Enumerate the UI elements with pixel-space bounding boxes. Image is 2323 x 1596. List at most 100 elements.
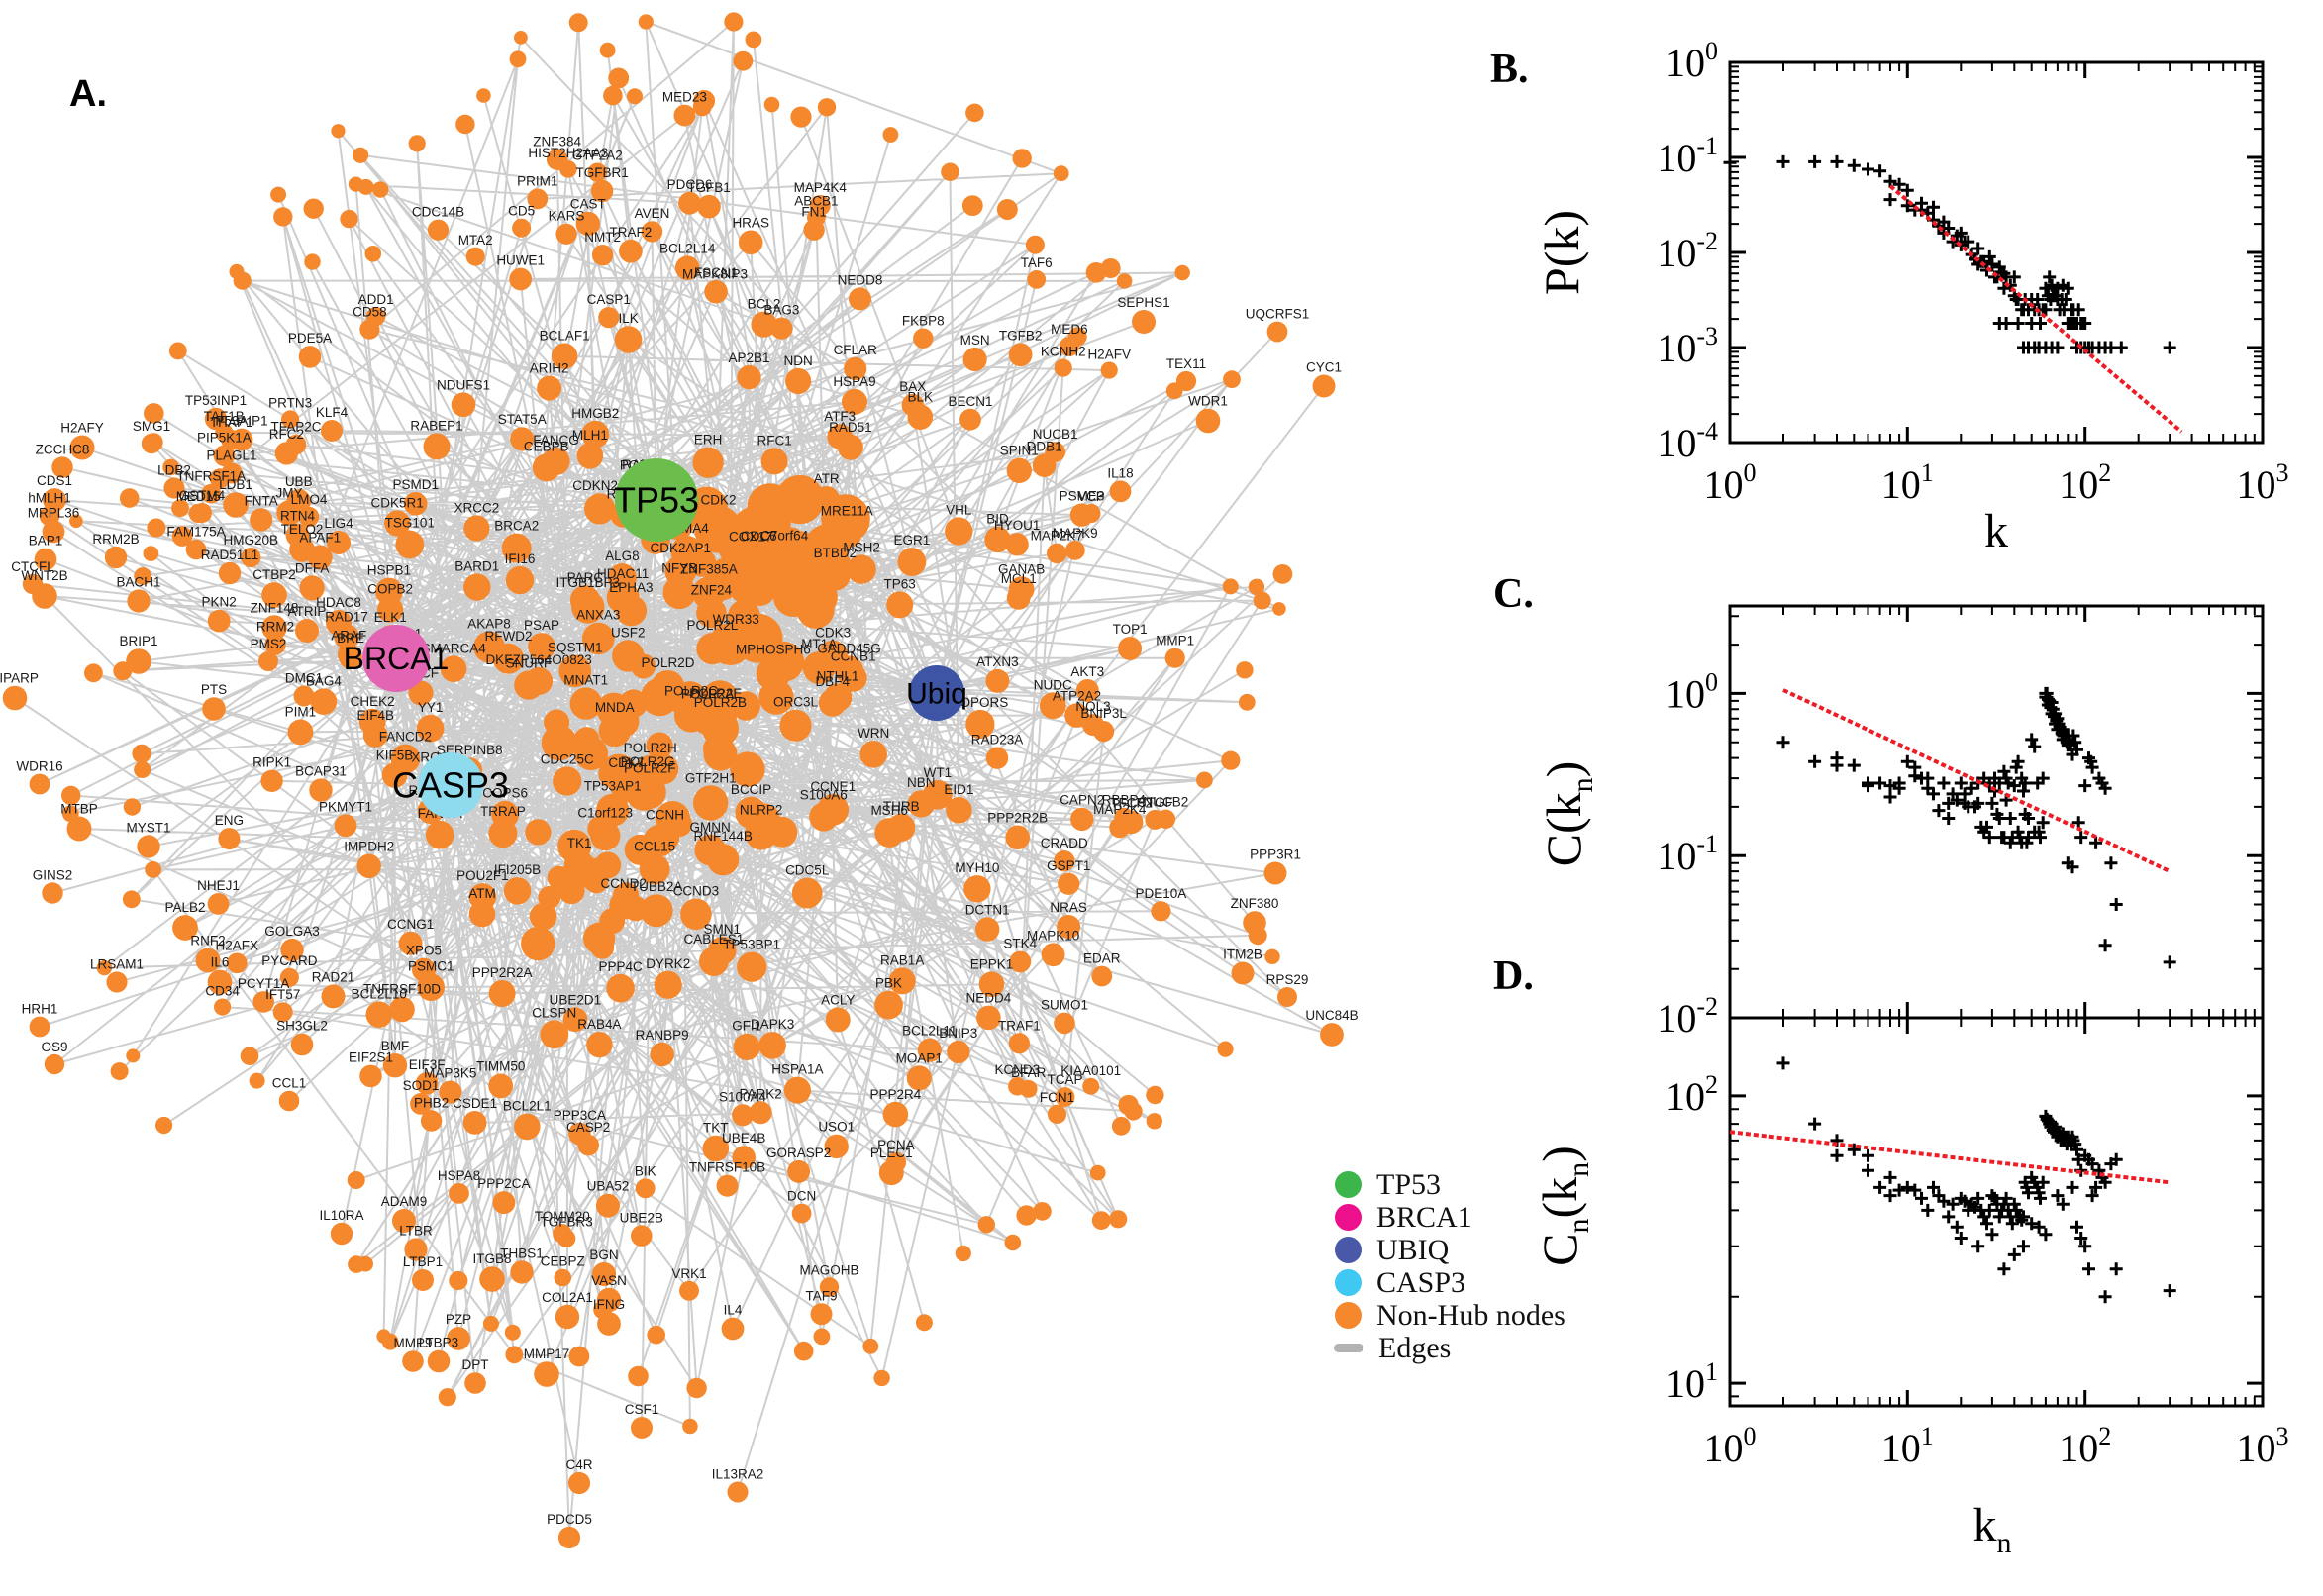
network-node: [439, 1080, 462, 1104]
network-node: [596, 1193, 620, 1218]
network-node: [449, 1270, 468, 1291]
network-node-label: AVEN: [635, 206, 670, 221]
network-node: [598, 307, 620, 329]
network-node-label: ZNF384: [533, 134, 581, 149]
network-node: [1236, 661, 1254, 679]
legend-item-label: TP53: [1376, 1167, 1442, 1201]
network-node-label: CCNE1: [810, 779, 856, 794]
network-node: [172, 915, 198, 941]
network-node-label: CYC1: [1306, 360, 1342, 375]
network-node-label: IFI16: [505, 551, 536, 566]
network-node: [976, 1005, 1001, 1031]
network-node-label: RIPK1: [252, 755, 291, 770]
network-node: [509, 267, 533, 291]
network-node-label: USO1: [818, 1120, 855, 1135]
network-node-label: MNDA: [595, 700, 635, 715]
network-node-label: PRIM1: [517, 174, 557, 189]
network-node-label: KIAA0101: [1060, 1063, 1121, 1078]
network-node: [258, 651, 278, 671]
network-node: [309, 778, 333, 802]
network-node: [1054, 850, 1075, 872]
legend-item: Edges: [1334, 1332, 1566, 1364]
network-node-label: ATXN3: [976, 654, 1019, 669]
network-node-label: CDC14B: [412, 205, 464, 220]
network-node: [749, 1101, 772, 1125]
network-node-label: BNIP3: [939, 1026, 977, 1041]
network-node-label: MAP3K5: [424, 1066, 476, 1081]
network-node: [842, 388, 867, 415]
network-node-label: BAP1: [29, 534, 63, 549]
network-node: [817, 794, 850, 826]
network-node-label: UBB: [285, 474, 313, 489]
network-node: [862, 1338, 879, 1354]
network-node-label: HDAC11: [597, 566, 649, 581]
network-node-label: PCYT1A: [238, 976, 290, 991]
network-node: [1312, 374, 1336, 398]
network-node: [512, 218, 532, 238]
network-node-label: VRK1: [671, 1266, 706, 1281]
network-node-label: POLR2G: [621, 754, 675, 769]
network-node-labels: POLR2APOLR2BPOLR2CPOLR2DPOLR2EPOLR2FPOLR…: [0, 90, 1359, 1527]
network-node: [1272, 564, 1293, 584]
network-node: [639, 853, 670, 885]
legend-item-label: Non-Hub nodes: [1376, 1298, 1566, 1332]
network-node: [1039, 692, 1066, 720]
network-node-label: FCN1: [1040, 1090, 1074, 1105]
legend-dot-swatch: [1335, 1237, 1362, 1263]
network-node: [700, 701, 732, 733]
network-node: [897, 548, 927, 576]
axis-tick-label: 100: [1666, 37, 1718, 85]
network-node: [455, 114, 475, 135]
network-node: [261, 615, 287, 641]
network-node: [1100, 361, 1118, 379]
network-node-label: MT1A: [801, 637, 837, 651]
network-node: [330, 1222, 354, 1246]
network-node: [402, 1350, 424, 1372]
network-node: [141, 433, 162, 454]
network-node: [410, 1093, 432, 1115]
network-node: [1174, 264, 1190, 281]
network-node: [906, 1065, 932, 1091]
hub-node-brca1: [362, 625, 430, 692]
network-node: [947, 1040, 970, 1064]
network-node: [1221, 750, 1241, 770]
network-node: [977, 1216, 995, 1234]
network-node-label: TFAP2C: [270, 420, 321, 435]
network-node-label: TAF9: [805, 1288, 837, 1303]
network-node-label: TEX11: [1166, 356, 1206, 371]
network-node-label: ARIH2: [530, 361, 569, 376]
network-node-label: BAG3: [763, 303, 799, 318]
network-node: [650, 822, 680, 852]
axis-tick-label: 100: [1666, 667, 1718, 716]
network-node-label: TAF6: [1021, 255, 1053, 270]
network-node-label: COX17: [729, 530, 772, 545]
axis-tick-label: 101: [1881, 1422, 1934, 1470]
network-node-label: MSH6: [870, 803, 908, 818]
network-node-label: TSG101: [385, 516, 435, 531]
network-node-label: MED6: [1051, 322, 1088, 337]
network-node-label: IL4: [724, 1303, 743, 1318]
hub-node-label: Ubiq: [906, 678, 967, 711]
network-node: [415, 1072, 439, 1095]
network-node-label: VHL: [946, 502, 972, 517]
network-node-label: GFI1: [732, 1019, 761, 1034]
plot-frame: [1728, 60, 2265, 445]
network-node: [463, 515, 490, 542]
network-node: [509, 50, 527, 68]
network-node-label: UBE2D1: [550, 992, 602, 1007]
network-node: [145, 861, 162, 878]
network-node: [825, 1007, 851, 1033]
network-node-label: GORASP2: [766, 1146, 831, 1160]
network-node: [817, 98, 837, 117]
network-node-label: BMF: [381, 1039, 410, 1053]
network-node: [408, 135, 426, 152]
network-node: [218, 561, 242, 585]
network-node: [69, 514, 83, 529]
network-node: [364, 245, 382, 262]
network-node: [679, 1280, 699, 1301]
network-node-label: EIF3F: [409, 1057, 446, 1072]
network-node: [859, 741, 887, 768]
network-node-label: EPPK1: [970, 956, 1014, 971]
network-node-label: TNFRSF1A: [176, 469, 246, 484]
